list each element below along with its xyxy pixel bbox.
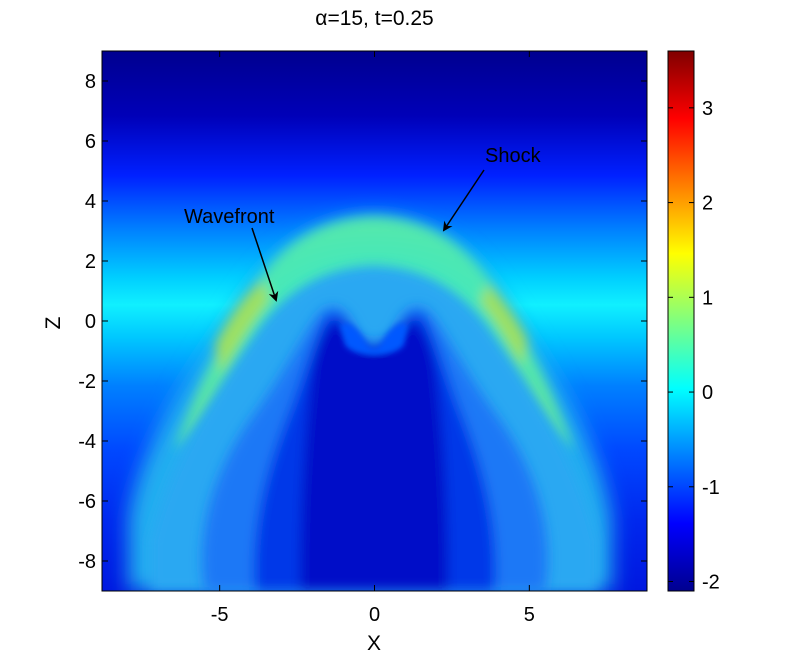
colorbar-ticks: -2 -1 0 1 2 3 bbox=[668, 98, 720, 594]
y-axis-label: Z bbox=[42, 316, 65, 329]
colorbar-tick-label: 1 bbox=[702, 287, 713, 309]
heatmap-plot-area bbox=[102, 51, 647, 591]
shock-label: Shock bbox=[485, 145, 542, 167]
colorbar-tick-label: -2 bbox=[702, 572, 720, 594]
y-axis: -8 -6 -4 -2 0 2 4 6 8 bbox=[78, 71, 647, 573]
colorbar-tick-label: 3 bbox=[702, 98, 713, 120]
heatmap-core bbox=[202, 306, 548, 591]
y-tick-label: 6 bbox=[85, 131, 96, 153]
x-axis: -5 0 5 bbox=[211, 51, 535, 626]
wavefront-label: Wavefront bbox=[184, 206, 275, 228]
colorbar: -2 -1 0 1 2 3 bbox=[667, 50, 720, 594]
y-tick-label: -2 bbox=[78, 371, 96, 393]
y-tick-label: 2 bbox=[85, 251, 96, 273]
y-tick-label: -4 bbox=[78, 431, 96, 453]
heatmap-shock-region bbox=[175, 217, 573, 450]
x-tick-label: 5 bbox=[524, 604, 535, 626]
colorbar-gradient bbox=[667, 50, 695, 592]
annotation-wavefront: Wavefront bbox=[184, 206, 279, 302]
y-tick-label: 0 bbox=[85, 311, 96, 333]
colorbar-tick-label: 0 bbox=[702, 382, 713, 404]
annotation-shock: Shock bbox=[442, 145, 542, 232]
x-tick-label: -5 bbox=[211, 604, 229, 626]
colorbar-tick-label: -1 bbox=[702, 477, 720, 499]
wavefront-arrow bbox=[251, 227, 279, 302]
chart-title: α=15, t=0.25 bbox=[315, 7, 433, 30]
y-tick-label: -8 bbox=[78, 551, 96, 573]
x-tick-label: 0 bbox=[369, 604, 380, 626]
y-tick-label: 4 bbox=[85, 191, 96, 213]
x-axis-label: X bbox=[367, 632, 381, 655]
shock-arrow bbox=[442, 169, 485, 232]
y-tick-label: 8 bbox=[85, 71, 96, 93]
heatmap-core-center bbox=[340, 322, 408, 355]
colorbar-tick-label: 2 bbox=[702, 193, 713, 215]
y-tick-label: -6 bbox=[78, 491, 96, 513]
